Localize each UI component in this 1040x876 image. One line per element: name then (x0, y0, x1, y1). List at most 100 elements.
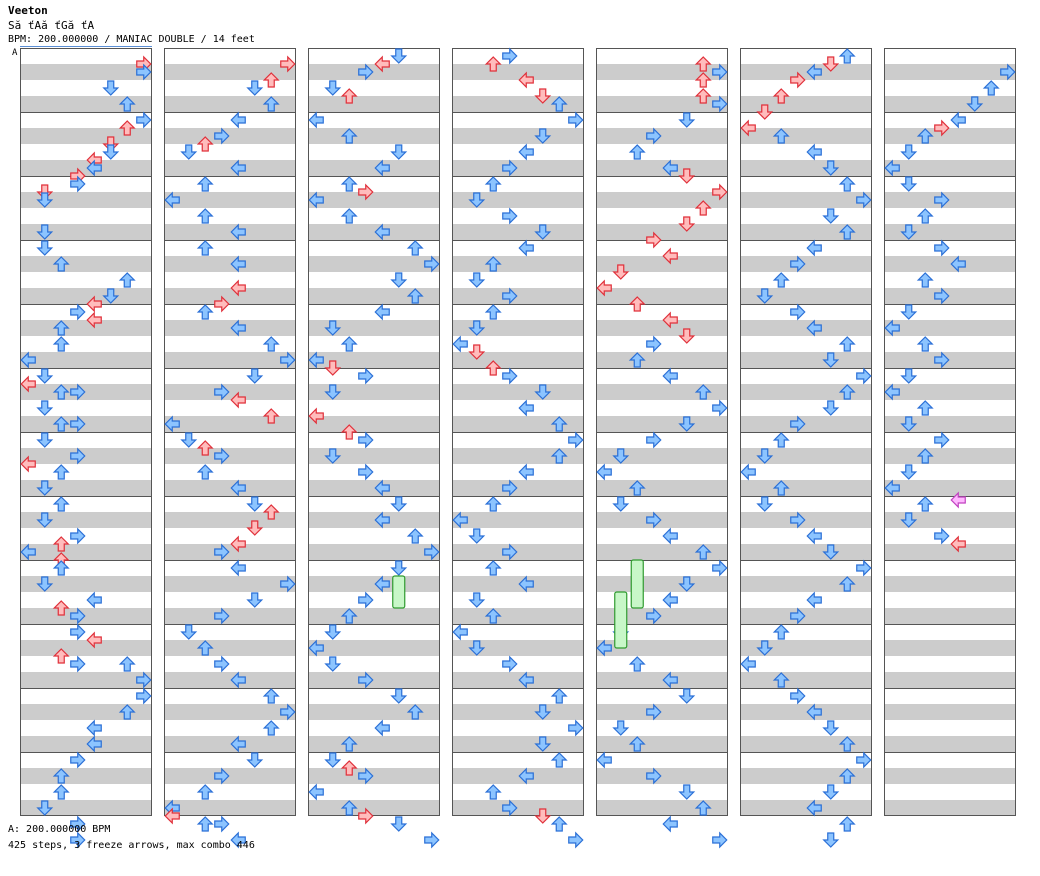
beat-band (740, 512, 872, 528)
step-arrow (662, 591, 678, 609)
step-arrow (518, 71, 534, 89)
beat-band (740, 640, 872, 656)
beat-band (452, 736, 584, 752)
beat-band (452, 480, 584, 496)
step-arrow (230, 831, 246, 849)
beat-band (596, 96, 728, 112)
step-arrow (838, 816, 856, 832)
beat-band (596, 768, 728, 784)
step-arrow (52, 536, 70, 552)
step-arrow (374, 223, 390, 241)
step-arrow (950, 535, 966, 553)
beat-band (452, 160, 584, 176)
step-arrow (406, 288, 424, 304)
step-arrow (324, 384, 342, 400)
chart-column (596, 48, 728, 849)
step-arrow (230, 223, 246, 241)
beat-band (308, 672, 440, 688)
beat-band (308, 64, 440, 80)
beat-band (452, 112, 584, 128)
step-arrow (790, 607, 806, 625)
beat-band (164, 64, 296, 80)
beat-band (308, 480, 440, 496)
beat-band (20, 624, 152, 640)
beat-band (308, 768, 440, 784)
beat-band (20, 352, 152, 368)
step-arrow (790, 255, 806, 273)
beat-band (308, 288, 440, 304)
beat-band (596, 448, 728, 464)
step-arrow (468, 272, 486, 288)
beat-band (596, 688, 728, 704)
beat-band (308, 640, 440, 656)
step-arrow (86, 295, 102, 313)
step-arrow (772, 624, 790, 640)
beat-band (884, 752, 1016, 768)
step-arrow (424, 831, 440, 849)
step-arrow (196, 136, 214, 152)
freeze-arrow (630, 559, 644, 609)
step-arrow (374, 55, 390, 73)
step-arrow (374, 479, 390, 497)
beat-band (884, 512, 1016, 528)
step-arrow (822, 720, 840, 736)
step-arrow (790, 71, 806, 89)
beat-band (20, 256, 152, 272)
beat-band (596, 160, 728, 176)
beat-band (596, 256, 728, 272)
step-arrow (70, 303, 86, 321)
beat-band (20, 608, 152, 624)
beat-band (596, 464, 728, 480)
step-arrow (52, 768, 70, 784)
beat-band (596, 784, 728, 800)
step-arrow (52, 416, 70, 432)
step-arrow (900, 512, 918, 528)
step-arrow (196, 784, 214, 800)
beat-band (164, 592, 296, 608)
step-arrow (806, 799, 822, 817)
step-arrow (646, 607, 662, 625)
beat-band (164, 112, 296, 128)
step-arrow (694, 72, 712, 88)
step-arrow (246, 80, 264, 96)
song-title: Să ťAă ťGă ťA (8, 19, 95, 32)
beat-band (452, 672, 584, 688)
step-arrow (884, 319, 900, 337)
step-arrow (550, 688, 568, 704)
beat-band (452, 400, 584, 416)
step-arrow (340, 760, 358, 776)
step-arrow (358, 767, 374, 785)
step-arrow (756, 448, 774, 464)
step-arrow (950, 255, 966, 273)
step-arrow (390, 496, 408, 512)
beat-band (164, 464, 296, 480)
beat-band (740, 384, 872, 400)
column-border (884, 48, 1016, 816)
step-arrow (230, 159, 246, 177)
beat-band (308, 384, 440, 400)
step-arrow (358, 463, 374, 481)
step-arrow (468, 344, 486, 360)
beat-band (308, 320, 440, 336)
step-arrow (324, 80, 342, 96)
beat-band (20, 592, 152, 608)
beat-band (20, 528, 152, 544)
beat-band (20, 304, 152, 320)
step-arrow (596, 463, 612, 481)
step-arrow (484, 304, 502, 320)
chart-column (452, 47, 584, 849)
beat-band (308, 176, 440, 192)
beat-band (884, 448, 1016, 464)
column-border (308, 48, 440, 816)
step-arrow (534, 224, 552, 240)
beat-band (596, 400, 728, 416)
beat-band (308, 608, 440, 624)
step-arrow (628, 480, 646, 496)
beat-band (740, 768, 872, 784)
step-arrow (70, 751, 86, 769)
beat-band (452, 656, 584, 672)
beat-band (740, 560, 872, 576)
beat-band (596, 288, 728, 304)
step-arrow (262, 688, 280, 704)
beat-band (596, 656, 728, 672)
